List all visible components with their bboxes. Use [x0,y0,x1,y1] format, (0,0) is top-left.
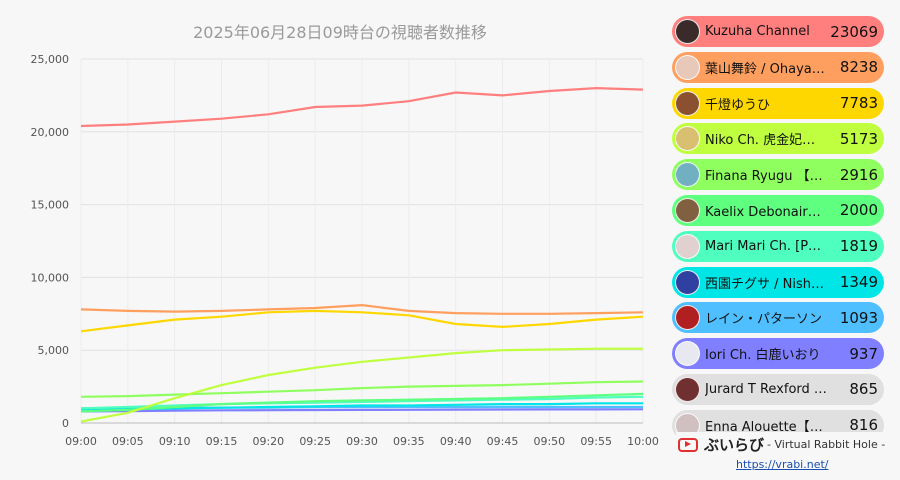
x-tick-label: 09:05 [112,435,144,448]
site-footer: ぶいらび - Virtual Rabbit Hole - https://vra… [676,432,900,480]
channel-avatar [675,376,700,402]
series-line [80,380,644,398]
channel-avatar [675,54,700,80]
x-tick-label: 10:00 [627,435,659,448]
x-tick-label: 09:50 [533,435,565,448]
x-tick-label: 09:35 [393,435,425,448]
x-tick-label: 09:40 [440,435,472,448]
brand-name: ぶいらび [704,436,765,454]
channel-name: Kaelix Debonair【NIJISANJI EN】 [705,204,827,220]
viewer-count: 1819 [839,237,878,256]
series-line [80,408,644,413]
viewer-count: 937 [849,344,878,363]
channel-name: Jurard T Rexford Ch. [705,381,827,397]
ranking-item[interactable]: 西園チグサ / Nishizono Chigusa 1349 [672,266,884,298]
series-line [80,304,644,315]
series-line [80,347,643,423]
viewer-count: 1093 [839,308,878,327]
ranking-item[interactable]: Niko Ch. 虎金妃笑虎 5173 [672,123,884,155]
x-tick-label: 09:45 [487,435,519,448]
channel-avatar [675,19,700,44]
x-axis: 09:00 09:05 09:10 09:15 09:20 09:25 09:30 09:35… [65,422,659,448]
ranking-item[interactable]: Jurard T Rexford Ch. 865 [672,373,884,405]
x-tick-label: 09:15 [206,435,238,448]
channel-avatar [675,269,700,295]
x-tick-label: 09:00 [65,435,97,448]
channel-avatar [675,90,700,116]
series-line [80,402,643,411]
viewer-count: 8238 [839,58,878,77]
viewer-count: 865 [849,380,878,399]
y-tick-label: 10,000 [31,271,70,284]
channel-avatar [675,233,700,259]
channel-avatar [675,341,700,367]
series-line [80,395,644,410]
ranking-item[interactable]: レイン・パターソン 1093 [672,302,884,334]
x-tick-label: 09:25 [299,435,331,448]
channel-name: Iori Ch. 白鹿いおり [705,348,821,364]
channel-avatar [675,197,700,223]
viewer-count: 2000 [839,201,878,220]
ranking-item[interactable]: Iori Ch. 白鹿いおり 937 [672,338,884,370]
y-tick-label: 25,000 [31,53,70,66]
ranking-item[interactable]: Kaelix Debonair【NIJISANJI EN】 2000 [672,194,884,226]
ranking-item[interactable]: Mari Mari Ch. [Phase Connect] 1819 [672,230,884,262]
viewer-count: 2916 [839,165,878,184]
x-tick-label: 09:55 [580,435,612,448]
channel-name: 西園チグサ / Nishizono Chigusa [705,276,827,292]
site-link[interactable]: https://vrabi.net/ [736,458,829,471]
channel-name: 千燈ゆうひ [705,97,771,113]
y-tick-label: 20,000 [31,126,70,139]
ranking-item[interactable]: Kuzuha Channel 23069 [672,16,884,47]
channel-name: レイン・パターソン [705,312,823,328]
viewer-chart: 2025年06月28日09時台の視聴者数推移 0 5,000 10,000 15,00… [31,23,659,448]
y-tick-label: 15,000 [31,199,70,212]
channel-avatar [675,305,700,331]
series-line [80,392,644,413]
y-tick-label: 5,000 [38,344,70,357]
viewer-count: 816 [849,416,878,435]
channel-name: Niko Ch. 虎金妃笑虎 [705,133,827,149]
ranking-item[interactable]: 千燈ゆうひ 7783 [672,87,884,119]
x-tick-label: 09:30 [346,435,378,448]
viewer-count: 23069 [830,22,878,41]
ranking-list: Kuzuha Channel 23069 葉山舞鈴 / Ohayama Mai 823… [672,16,884,446]
channel-avatar [675,162,700,188]
viewer-count: 5173 [839,129,878,148]
channel-name: Kuzuha Channel [705,24,810,39]
youtube-play-icon [678,437,698,452]
series-line [80,309,644,333]
x-tick-label: 09:10 [159,435,191,448]
channel-name: 葉山舞鈴 / Ohayama Mai [705,61,827,77]
brand-tagline: - Virtual Rabbit Hole - [767,438,886,451]
series-line [80,86,644,128]
viewer-count: 7783 [839,94,878,113]
viewer-count: 1349 [839,273,878,292]
channel-name: Mari Mari Ch. [Phase Connect] [705,238,827,254]
y-axis: 0 5,000 10,000 15,000 20,000 25,000 [31,53,70,430]
ranking-item[interactable]: Finana Ryugu 【NIJISANJI EN】 2916 [672,159,884,191]
grid-lines [80,58,644,424]
series-lines [80,86,644,423]
channel-name: Finana Ryugu 【NIJISANJI EN】 [705,169,827,185]
y-tick-label: 0 [62,417,69,430]
ranking-item[interactable]: 葉山舞鈴 / Ohayama Mai 8238 [672,51,884,83]
chart-title: 2025年06月28日09時台の視聴者数推移 [193,23,487,42]
x-tick-label: 09:20 [252,435,284,448]
channel-avatar [675,126,700,152]
